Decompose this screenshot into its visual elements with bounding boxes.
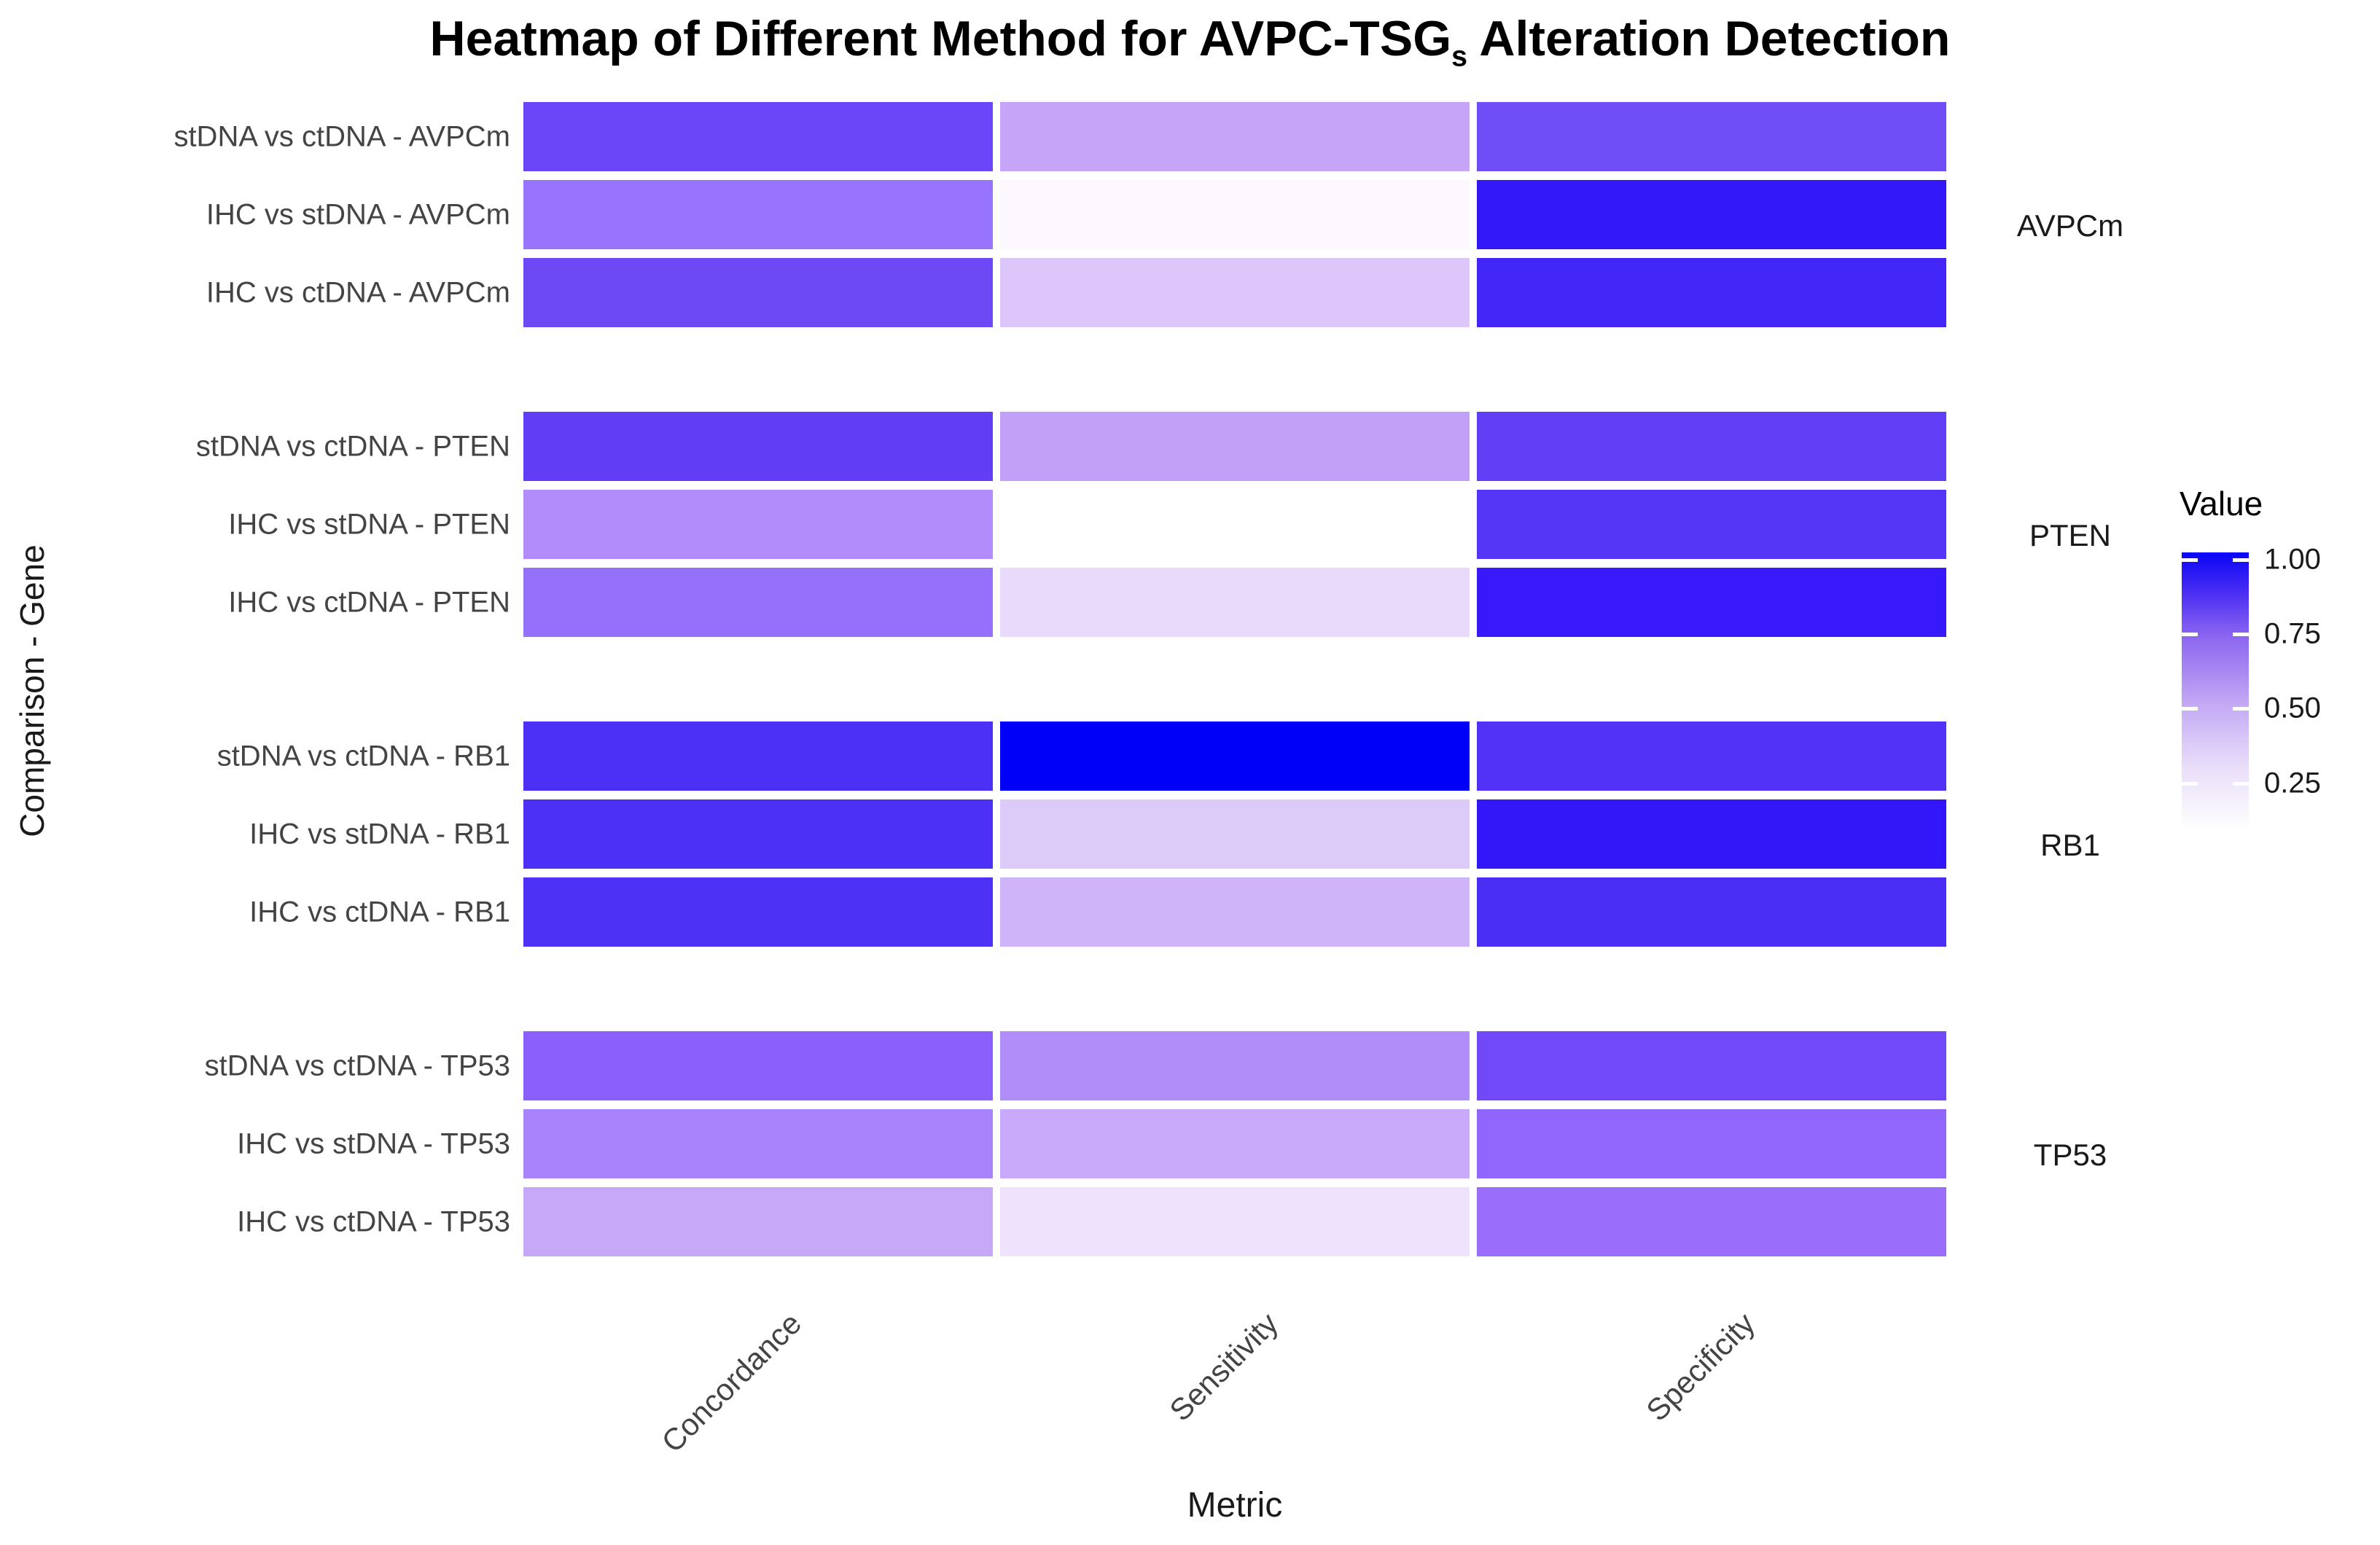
legend-tick-mark <box>2233 707 2249 711</box>
facet-label: PTEN <box>2029 518 2111 552</box>
y-tick-label: IHC vs stDNA - RB1 <box>249 818 510 850</box>
chart-title: Heatmap of Different Method for AVPC-TSG… <box>0 10 2380 74</box>
chart-title-subscript: s <box>1451 40 1468 73</box>
legend-tick-mark <box>2182 782 2198 786</box>
heatmap-cell <box>1000 721 1470 791</box>
legend-title: Value <box>2180 485 2263 523</box>
x-tick-label: Concordance <box>655 1306 808 1459</box>
legend-tick-label: 0.50 <box>2264 692 2321 724</box>
legend-tick-mark <box>2182 707 2198 711</box>
heatmap-cell <box>1477 1109 1946 1178</box>
heatmap-cell <box>1000 568 1470 637</box>
heatmap-cell <box>523 877 993 947</box>
facet-label: TP53 <box>2033 1138 2107 1172</box>
heatmap-cell <box>1477 490 1946 559</box>
heatmap-cell <box>1000 1031 1470 1100</box>
legend-tick-label: 1.00 <box>2264 543 2321 576</box>
legend-tick-mark <box>2233 782 2249 786</box>
heatmap-cell <box>523 258 993 327</box>
heatmap-cell <box>1477 1187 1946 1256</box>
legend-tick-mark <box>2233 558 2249 562</box>
heatmap-cell <box>1000 799 1470 869</box>
heatmap-cell <box>1477 102 1946 171</box>
heatmap-cell <box>1000 490 1470 559</box>
heatmap-cell <box>1477 799 1946 869</box>
y-tick-label: IHC vs ctDNA - RB1 <box>249 896 510 928</box>
heatmap-cell <box>523 102 993 171</box>
facet-label: RB1 <box>2040 828 2100 862</box>
heatmap-cell <box>523 490 993 559</box>
y-tick-label: IHC vs stDNA - AVPCm <box>206 198 510 230</box>
x-axis-title: Metric <box>1187 1486 1283 1525</box>
heatmap-cell <box>523 799 993 869</box>
chart-title-suffix: Alteration Detection <box>1467 11 1951 66</box>
y-tick-label: IHC vs ctDNA - TP53 <box>237 1205 510 1237</box>
y-tick-label: IHC vs stDNA - TP53 <box>237 1127 510 1159</box>
facet-label: AVPCm <box>2016 208 2124 243</box>
heatmap-cell <box>1000 258 1470 327</box>
y-tick-label: IHC vs ctDNA - PTEN <box>228 586 510 618</box>
legend-gradient-bar <box>2182 552 2249 828</box>
heatmap-cell <box>523 721 993 791</box>
heatmap-cell <box>1000 877 1470 947</box>
heatmap-cell <box>1477 877 1946 947</box>
heatmap-cell <box>523 568 993 637</box>
heatmap-cell <box>1000 102 1470 171</box>
y-tick-label: stDNA vs ctDNA - AVPCm <box>173 120 510 152</box>
heatmap-cell <box>1477 258 1946 327</box>
heatmap-cell <box>1000 1187 1470 1256</box>
heatmap-cell <box>523 1187 993 1256</box>
heatmap-cell <box>523 1031 993 1100</box>
y-tick-label: stDNA vs ctDNA - RB1 <box>216 740 510 772</box>
heatmap-cell <box>1000 1109 1470 1178</box>
legend-tick-label: 0.75 <box>2264 617 2321 650</box>
chart-title-prefix: Heatmap of Different Method for AVPC-TSG <box>429 11 1452 66</box>
y-tick-label: stDNA vs ctDNA - TP53 <box>204 1049 510 1082</box>
heatmap-cell <box>1477 1031 1946 1100</box>
heatmap-cell <box>1477 568 1946 637</box>
heatmap-cell <box>1477 412 1946 481</box>
y-tick-label: IHC vs stDNA - PTEN <box>228 508 510 540</box>
legend-tick-mark <box>2182 633 2198 636</box>
legend-tick-mark <box>2233 633 2249 636</box>
heatmap-cell <box>523 412 993 481</box>
heatmap-cell <box>523 180 993 249</box>
legend-tick-mark <box>2182 558 2198 562</box>
heatmap-cell <box>523 1109 993 1178</box>
x-tick-label: Specificity <box>1639 1306 1762 1428</box>
heatmap-cell <box>1477 180 1946 249</box>
legend-tick-label: 0.25 <box>2264 767 2321 799</box>
heatmap-cell <box>1000 412 1470 481</box>
y-tick-label: stDNA vs ctDNA - PTEN <box>195 430 510 462</box>
heatmap-cell <box>1000 180 1470 249</box>
y-tick-label: IHC vs ctDNA - AVPCm <box>206 276 510 308</box>
heatmap-cell <box>1477 721 1946 791</box>
